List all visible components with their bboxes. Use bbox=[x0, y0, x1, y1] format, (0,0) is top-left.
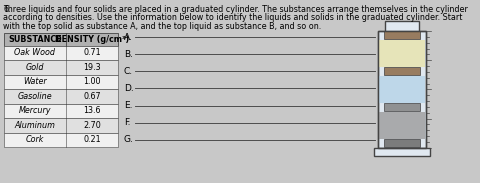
Bar bbox=[379, 112, 425, 139]
Text: D.: D. bbox=[124, 84, 134, 93]
Bar bbox=[4, 132, 118, 147]
Text: SUBSTANCE: SUBSTANCE bbox=[8, 35, 62, 44]
Bar bbox=[378, 31, 426, 148]
Text: 19.3: 19.3 bbox=[83, 63, 101, 72]
Text: 0.67: 0.67 bbox=[83, 92, 101, 101]
Bar bbox=[378, 31, 426, 148]
Bar bbox=[4, 89, 118, 104]
Text: DENSITY (g/cm³): DENSITY (g/cm³) bbox=[55, 35, 129, 44]
Text: F.: F. bbox=[124, 118, 131, 127]
Text: 1.00: 1.00 bbox=[83, 77, 101, 86]
Text: 2.70: 2.70 bbox=[83, 121, 101, 130]
Bar bbox=[379, 40, 425, 67]
Text: 0.71: 0.71 bbox=[83, 48, 101, 57]
Text: Oak Wood: Oak Wood bbox=[14, 48, 56, 57]
Bar bbox=[4, 118, 118, 132]
Text: 6.: 6. bbox=[3, 5, 11, 14]
Text: with the top solid as substance A, and the top liquid as substance B, and so on.: with the top solid as substance A, and t… bbox=[3, 22, 321, 31]
Text: Gasoline: Gasoline bbox=[18, 92, 52, 101]
Text: G.: G. bbox=[124, 135, 134, 144]
Bar bbox=[379, 76, 425, 103]
Text: C.: C. bbox=[124, 67, 133, 76]
Text: B.: B. bbox=[124, 50, 133, 59]
Bar bbox=[384, 139, 420, 147]
Bar bbox=[374, 148, 430, 156]
Bar bbox=[4, 74, 118, 89]
Bar bbox=[384, 31, 420, 39]
Bar bbox=[4, 33, 118, 46]
Bar bbox=[384, 67, 420, 75]
Bar bbox=[4, 46, 118, 60]
Text: Cork: Cork bbox=[26, 135, 44, 144]
Text: Aluminum: Aluminum bbox=[14, 121, 55, 130]
Text: Mercury: Mercury bbox=[19, 106, 51, 115]
Text: E.: E. bbox=[124, 101, 132, 110]
Bar bbox=[384, 103, 420, 111]
Text: Water: Water bbox=[23, 77, 47, 86]
Text: Gold: Gold bbox=[26, 63, 44, 72]
Bar bbox=[385, 21, 420, 31]
Text: A.: A. bbox=[124, 33, 133, 42]
Text: 0.21: 0.21 bbox=[83, 135, 101, 144]
Text: 13.6: 13.6 bbox=[83, 106, 101, 115]
Bar bbox=[4, 60, 118, 74]
Bar bbox=[4, 104, 118, 118]
Text: according to densities. Use the information below to identify the liquids and so: according to densities. Use the informat… bbox=[3, 14, 462, 23]
Text: Three liquids and four solids are placed in a graduated cylinder. The substances: Three liquids and four solids are placed… bbox=[3, 5, 468, 14]
